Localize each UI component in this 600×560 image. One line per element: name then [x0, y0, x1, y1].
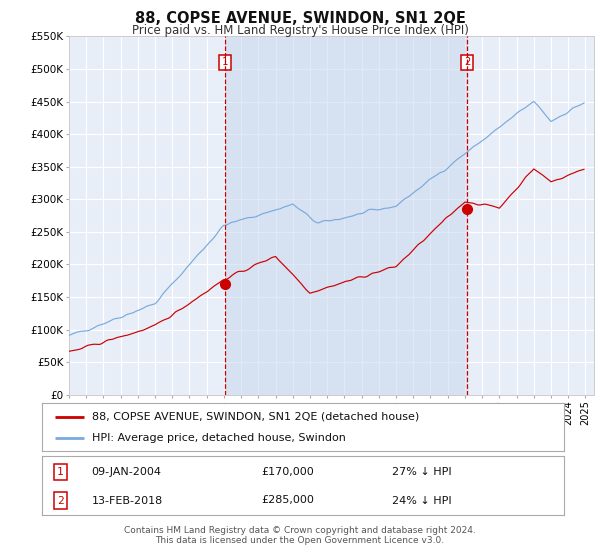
- Text: £285,000: £285,000: [261, 496, 314, 506]
- Text: 1: 1: [57, 467, 64, 477]
- Text: 88, COPSE AVENUE, SWINDON, SN1 2QE (detached house): 88, COPSE AVENUE, SWINDON, SN1 2QE (deta…: [92, 412, 419, 422]
- Bar: [224, 36, 467, 395]
- Text: HPI: Average price, detached house, Swindon: HPI: Average price, detached house, Swin…: [92, 433, 346, 444]
- Text: 27% ↓ HPI: 27% ↓ HPI: [392, 467, 451, 477]
- Text: 88, COPSE AVENUE, SWINDON, SN1 2QE: 88, COPSE AVENUE, SWINDON, SN1 2QE: [134, 11, 466, 26]
- Text: £170,000: £170,000: [261, 467, 314, 477]
- Text: This data is licensed under the Open Government Licence v3.0.: This data is licensed under the Open Gov…: [155, 536, 445, 545]
- Text: 13-FEB-2018: 13-FEB-2018: [92, 496, 163, 506]
- Text: Price paid vs. HM Land Registry's House Price Index (HPI): Price paid vs. HM Land Registry's House …: [131, 24, 469, 36]
- Text: 24% ↓ HPI: 24% ↓ HPI: [392, 496, 451, 506]
- Text: 09-JAN-2004: 09-JAN-2004: [92, 467, 161, 477]
- Text: Contains HM Land Registry data © Crown copyright and database right 2024.: Contains HM Land Registry data © Crown c…: [124, 526, 476, 535]
- Text: 2: 2: [57, 496, 64, 506]
- Text: 1: 1: [221, 58, 228, 67]
- Text: 2: 2: [464, 58, 470, 67]
